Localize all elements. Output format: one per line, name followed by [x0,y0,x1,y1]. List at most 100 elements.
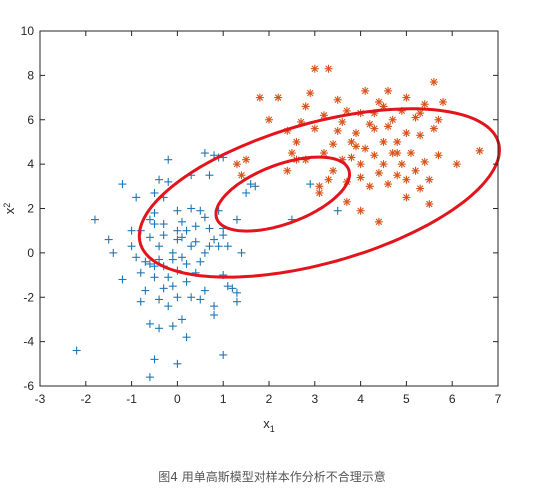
star-marker [402,93,411,102]
plus-marker [214,242,223,251]
axis-ticks: -3 -2 -1 0 1 2 3 4 5 6 7 -6 -4 -2 0 2 4 6 8 10 [21,24,502,406]
star-marker [425,175,434,184]
star-marker [265,115,273,124]
plus-marker [90,215,99,224]
star-marker [324,64,333,73]
plus-marker [150,208,159,217]
series-1 [72,149,342,382]
x-tick-label: 4 [357,392,364,406]
star-marker [402,193,411,202]
star-marker [319,149,328,158]
plus-marker [232,297,241,306]
star-marker [416,109,425,118]
inner-ellipse [214,155,351,233]
star-marker [365,182,374,191]
plus-marker [164,177,173,186]
star-marker [292,137,301,146]
plus-marker [141,286,150,295]
plus-marker [196,206,205,215]
x-axis-label: x1 [263,416,275,434]
plus-marker [109,248,118,257]
outer-ellipse [137,107,501,279]
plus-marker [132,253,141,262]
star-marker [393,137,402,146]
plus-marker [219,231,228,240]
plus-marker [205,224,214,233]
plus-marker [173,206,182,215]
star-marker [329,140,338,149]
star-marker [310,64,319,73]
plus-marker [155,175,164,184]
plus-marker [132,193,141,202]
plus-marker [127,226,136,235]
y-tick-label: 4 [27,157,34,171]
star-marker [420,100,429,109]
star-marker [315,188,324,197]
star-marker [333,126,342,135]
plus-marker [145,373,154,382]
x-tick-label: 1 [220,392,227,406]
star-marker [338,117,347,126]
plus-marker [155,242,164,251]
x-tick-label: 3 [311,392,318,406]
star-marker [324,175,333,184]
plus-marker [168,322,177,331]
star-marker [384,86,393,95]
plus-marker [145,319,154,328]
plus-marker [205,171,214,180]
star-marker [306,89,315,98]
plus-marker [306,180,315,189]
plus-marker [150,262,159,271]
star-marker [287,149,296,158]
star-marker [393,149,402,158]
plus-marker [136,268,145,277]
x-tick-label: 2 [266,392,273,406]
star-marker [416,131,425,140]
plus-marker [187,204,196,213]
plus-marker [191,237,200,246]
y-tick-label: -2 [23,290,34,304]
plus-marker [72,346,81,355]
star-marker [232,160,241,169]
star-marker [388,115,397,124]
plus-marker [150,355,159,364]
star-marker [242,155,251,164]
plus-marker [182,259,191,268]
figure-caption: 图4 用单高斯模型对样本作分析不合理示意 [158,470,386,484]
plot-area [72,64,501,382]
star-marker [420,157,429,166]
star-marker [310,124,319,133]
plus-marker [150,273,159,282]
star-marker [429,124,438,133]
plus-marker [159,231,168,240]
star-marker [393,171,402,180]
plus-marker [200,213,209,222]
x-tick-label: 0 [174,392,181,406]
plus-marker [150,220,159,229]
y-tick-label: 6 [27,113,34,127]
plus-marker [242,188,251,197]
y-tick-label: -4 [23,335,34,349]
plus-marker [159,220,168,229]
star-marker [301,102,310,111]
plus-marker [145,233,154,242]
star-marker [361,86,370,95]
axes-box [39,30,499,387]
plus-marker [333,206,342,215]
series-2 [232,64,484,226]
plus-marker [155,295,164,304]
star-marker [397,160,406,169]
plus-marker [104,235,113,244]
plus-marker [159,284,168,293]
x-tick-label: -3 [35,392,46,406]
star-marker [379,137,388,146]
plus-marker [173,359,182,368]
y-axis-label: x2 [2,203,17,215]
star-marker [347,153,356,162]
star-marker [374,217,383,226]
star-marker [352,142,361,151]
plus-marker [200,286,209,295]
plus-marker [223,282,232,291]
plus-marker [168,282,177,291]
plus-marker [196,295,205,304]
